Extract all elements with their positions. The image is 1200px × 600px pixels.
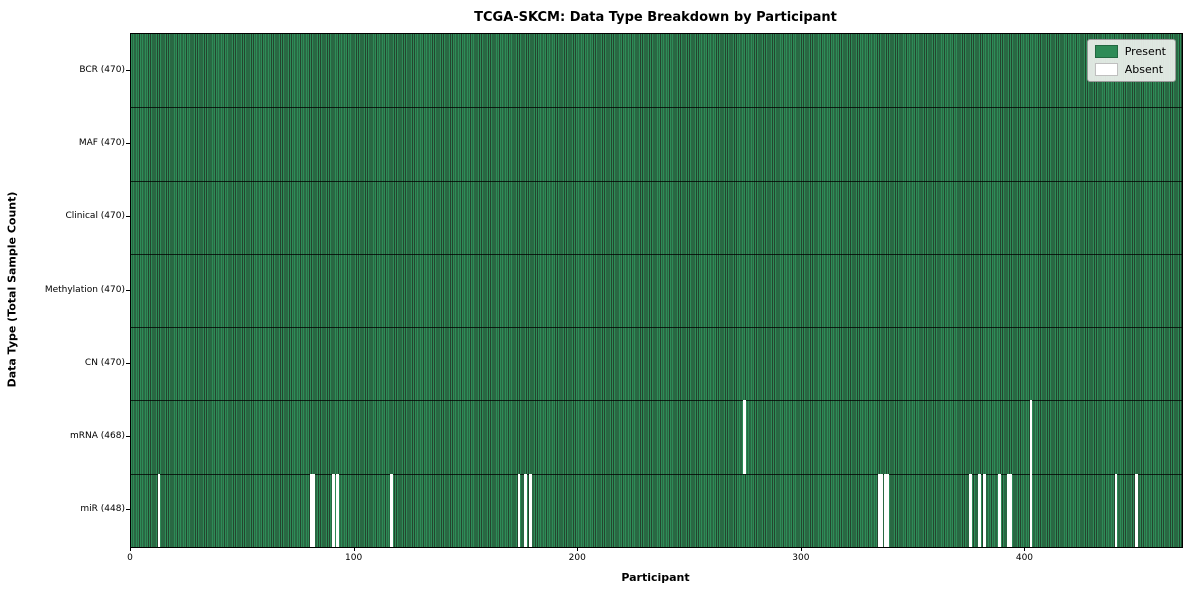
row-separator <box>131 327 1182 329</box>
y-tick-mark <box>126 436 130 438</box>
y-tick-mark <box>126 289 130 291</box>
y-axis-label: Data Type (Total Sample Count) <box>5 191 19 388</box>
present-swatch-icon <box>1094 45 1118 58</box>
y-tick-label-bcr: BCR (470) <box>79 64 125 75</box>
y-tick-mark <box>126 69 130 71</box>
row-maf <box>131 107 1182 180</box>
row-separator <box>131 253 1182 255</box>
row-mir <box>131 473 1182 547</box>
absent-cell <box>877 473 881 547</box>
absent-cell <box>1029 400 1033 474</box>
x-tick-label-100: 100 <box>345 553 363 563</box>
plot-area <box>130 33 1183 548</box>
absent-cell <box>309 473 313 547</box>
x-tick-mark <box>353 547 355 551</box>
absent-cell <box>879 473 883 547</box>
absent-cell <box>336 473 340 547</box>
absent-cell <box>390 473 393 547</box>
legend: Present Absent <box>1086 39 1176 82</box>
absent-cell <box>1029 473 1033 547</box>
x-tick-label-300: 300 <box>792 553 810 563</box>
absent-cell <box>1114 473 1118 547</box>
x-tick-mark <box>1024 547 1026 551</box>
y-tick-label-maf: MAF (470) <box>78 137 125 148</box>
absent-cell <box>1134 473 1138 547</box>
absent-cell <box>982 473 986 547</box>
y-tick-label-mir: miR (448) <box>80 504 125 515</box>
y-tick-label-mrna: mRNA (468) <box>70 431 125 442</box>
absent-cell <box>969 473 973 547</box>
row-separator <box>131 180 1182 182</box>
absent-cell <box>157 473 161 547</box>
x-tick-mark <box>800 547 802 551</box>
absent-cell <box>1007 473 1011 547</box>
row-bcr <box>131 34 1182 107</box>
legend-label: Absent <box>1124 62 1164 76</box>
absent-cell <box>524 473 528 547</box>
y-tick-mark <box>126 142 130 144</box>
chart-title: TCGA-SKCM: Data Type Breakdown by Partic… <box>474 10 837 25</box>
row-clinical <box>131 181 1182 254</box>
y-tick-mark <box>126 362 130 364</box>
y-tick-mark <box>126 216 130 218</box>
y-tick-label-methylation: Methylation (470) <box>44 284 125 295</box>
y-tick-label-cn: CN (470) <box>84 357 125 368</box>
legend-entry-absent: Absent <box>1094 62 1166 76</box>
absent-cell <box>517 473 521 547</box>
absent-cell <box>884 473 888 547</box>
absent-cell <box>978 473 982 547</box>
absent-cell <box>998 473 1002 547</box>
x-axis-label: Participant <box>621 571 690 584</box>
row-mrna <box>131 400 1182 474</box>
row-separator <box>131 400 1182 402</box>
legend-label: Present <box>1124 44 1166 58</box>
x-tick-label-400: 400 <box>1015 553 1034 563</box>
y-tick-mark <box>126 509 130 511</box>
x-tick-label-200: 200 <box>568 553 586 563</box>
x-tick-mark <box>577 547 579 551</box>
row-cn <box>131 327 1182 400</box>
x-tick-mark <box>130 547 131 551</box>
absent-cell <box>886 473 890 547</box>
row-separator <box>131 473 1182 475</box>
absent-cell <box>311 473 315 547</box>
y-tick-label-clinical: Clinical (470) <box>65 211 125 222</box>
absent-cell <box>331 473 335 547</box>
row-separator <box>131 107 1182 109</box>
absent-swatch-icon <box>1094 63 1118 76</box>
absent-cell <box>1009 473 1013 547</box>
legend-entry-present: Present <box>1094 44 1166 58</box>
absent-cell <box>743 400 747 474</box>
absent-cell <box>528 473 532 547</box>
x-tick-label-0: 0 <box>127 553 133 563</box>
row-methylation <box>131 254 1182 327</box>
